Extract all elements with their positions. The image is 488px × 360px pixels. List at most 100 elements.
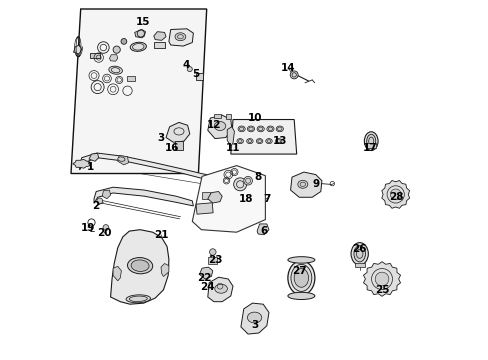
Ellipse shape [214,122,225,130]
Ellipse shape [131,260,149,271]
Ellipse shape [287,292,314,300]
Text: 13: 13 [272,136,286,146]
Text: 3: 3 [157,132,164,143]
Polygon shape [192,166,265,232]
Polygon shape [207,192,222,203]
Ellipse shape [290,264,311,292]
Polygon shape [113,266,121,281]
Polygon shape [71,9,206,174]
Bar [196,203,213,214]
Ellipse shape [126,295,150,303]
Bar [355,263,364,267]
Ellipse shape [256,139,263,144]
Ellipse shape [266,126,273,132]
Polygon shape [109,55,118,61]
Text: 23: 23 [207,255,222,265]
Ellipse shape [130,42,146,51]
Ellipse shape [297,180,307,188]
Polygon shape [207,277,232,302]
Circle shape [244,176,252,185]
Text: 12: 12 [206,120,221,130]
Polygon shape [363,262,400,296]
Bar [127,76,135,81]
Polygon shape [134,30,145,38]
Text: 2: 2 [92,201,100,211]
Text: 5: 5 [192,69,199,79]
Text: 16: 16 [164,143,179,153]
Circle shape [233,178,246,191]
Text: 18: 18 [239,194,253,204]
Ellipse shape [287,257,314,263]
Bar [213,114,221,118]
Ellipse shape [353,246,365,262]
Ellipse shape [238,126,244,132]
Text: 1: 1 [86,162,94,172]
Bar [196,73,203,80]
Polygon shape [161,264,168,276]
Polygon shape [118,156,128,165]
Polygon shape [207,115,231,139]
Ellipse shape [389,189,400,200]
Text: 8: 8 [254,172,261,182]
Text: 28: 28 [388,192,403,202]
Ellipse shape [247,126,254,132]
Circle shape [113,46,120,53]
Ellipse shape [257,126,264,132]
Circle shape [209,249,216,255]
Polygon shape [102,190,110,199]
Text: 22: 22 [197,273,211,283]
Ellipse shape [294,269,308,287]
Polygon shape [199,267,212,279]
Polygon shape [230,120,296,154]
Polygon shape [80,153,215,181]
Ellipse shape [275,139,282,144]
Bar [225,114,231,119]
Ellipse shape [350,243,367,265]
Ellipse shape [175,33,185,41]
Text: 7: 7 [263,194,270,204]
Ellipse shape [276,126,283,132]
Bar [175,141,182,150]
Ellipse shape [237,139,243,144]
Text: 11: 11 [225,143,240,153]
Text: 21: 21 [153,230,168,240]
Ellipse shape [366,134,375,148]
Circle shape [97,198,102,204]
Ellipse shape [265,139,272,144]
Ellipse shape [374,272,388,286]
Bar [202,192,209,199]
Polygon shape [166,122,189,142]
Polygon shape [73,159,90,168]
Text: 19: 19 [81,222,95,233]
Polygon shape [153,32,166,40]
Text: 24: 24 [200,282,215,292]
Ellipse shape [118,157,125,161]
Circle shape [121,39,126,44]
Polygon shape [89,153,99,161]
Polygon shape [110,230,168,304]
Polygon shape [381,180,409,208]
Bar [207,257,216,264]
Text: 6: 6 [260,226,267,236]
Polygon shape [94,187,193,206]
Text: 27: 27 [291,266,306,276]
Ellipse shape [127,257,152,274]
Ellipse shape [247,312,261,323]
Polygon shape [227,127,234,146]
Bar [90,53,101,58]
Ellipse shape [109,66,122,74]
Text: 25: 25 [374,285,388,295]
Text: 3: 3 [250,320,258,330]
Polygon shape [168,29,193,46]
Text: 14: 14 [281,63,295,73]
Text: 9: 9 [312,179,320,189]
Circle shape [187,67,192,72]
Text: 17: 17 [362,143,376,153]
Polygon shape [73,45,81,54]
Text: 20: 20 [97,228,111,238]
Text: 10: 10 [247,113,261,123]
Text: 26: 26 [351,244,366,254]
Ellipse shape [289,71,298,79]
Bar [154,42,165,48]
Text: 15: 15 [136,17,150,27]
